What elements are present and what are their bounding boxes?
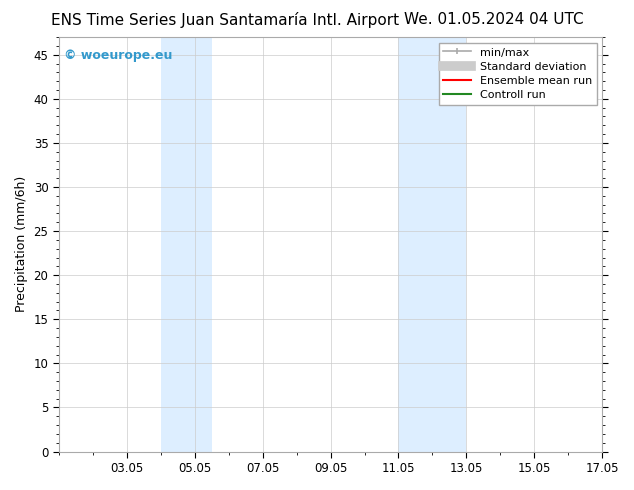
- Text: © woeurope.eu: © woeurope.eu: [64, 49, 172, 63]
- Bar: [415, 37, 467, 452]
- Bar: [161, 37, 178, 452]
- Legend: min/max, Standard deviation, Ensemble mean run, Controll run: min/max, Standard deviation, Ensemble me…: [439, 43, 597, 104]
- Y-axis label: Precipitation (mm/6h): Precipitation (mm/6h): [15, 176, 28, 313]
- Bar: [399, 37, 415, 452]
- Bar: [178, 37, 212, 452]
- Text: ENS Time Series Juan Santamaría Intl. Airport: ENS Time Series Juan Santamaría Intl. Ai…: [51, 12, 399, 28]
- Text: We. 01.05.2024 04 UTC: We. 01.05.2024 04 UTC: [404, 12, 583, 27]
